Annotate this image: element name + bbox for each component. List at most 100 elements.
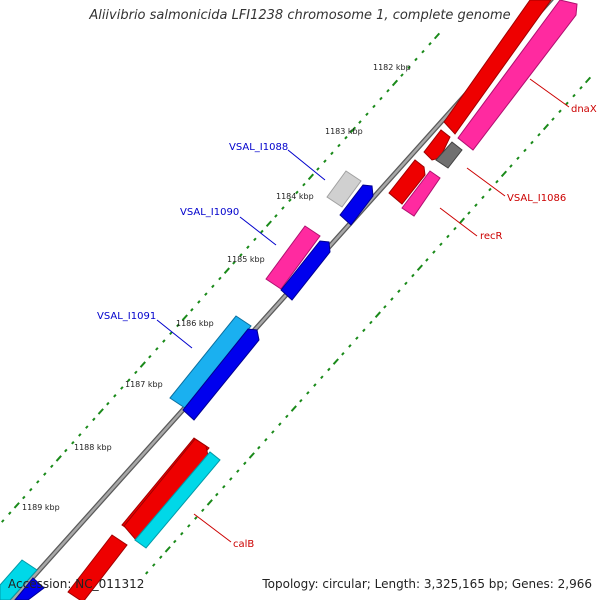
tick-mark <box>271 430 275 434</box>
tick-mark <box>85 425 89 429</box>
kbp-label: 1188 kbp <box>74 443 112 452</box>
tick-mark <box>29 487 33 492</box>
tick-mark <box>488 187 492 192</box>
tick-mark <box>281 206 285 210</box>
tick-marks <box>1 32 592 575</box>
tick-mark <box>180 531 184 536</box>
tick-mark <box>299 398 303 403</box>
tick-mark <box>164 546 171 553</box>
tick-mark <box>36 480 40 484</box>
tick-mark <box>433 32 441 40</box>
tick-mark <box>330 151 334 156</box>
tick-mark <box>379 96 383 101</box>
tick-mark <box>257 445 261 450</box>
tick-mark <box>204 292 208 296</box>
gene-blue-arrow-3[interactable] <box>182 328 260 421</box>
tick-mark <box>332 358 339 365</box>
tick-mark <box>206 499 213 506</box>
tick-mark <box>190 308 194 312</box>
tick-mark <box>551 117 555 121</box>
gene-cyan-corner[interactable] <box>0 559 38 600</box>
tick-mark <box>248 452 255 459</box>
tick-mark <box>78 433 82 437</box>
map-title: Aliivibrio salmonicida LFI1238 chromosom… <box>89 8 511 23</box>
tick-mark <box>467 211 471 215</box>
tick-mark <box>295 190 299 195</box>
tick-mark <box>306 391 310 395</box>
tick-mark <box>152 563 156 567</box>
tick-mark <box>243 461 247 466</box>
gene-label-dnaX[interactable]: dnaX <box>571 104 597 115</box>
leader-calB <box>193 513 232 543</box>
gene-label-VSAL_I1091[interactable]: VSAL_I1091 <box>97 311 156 322</box>
tick-mark <box>64 448 68 453</box>
tick-mark <box>55 455 62 462</box>
gene-red-small[interactable] <box>423 129 451 161</box>
gene-VSAL_I1088-bar[interactable] <box>326 170 362 208</box>
tick-mark <box>425 258 429 262</box>
tick-mark <box>509 164 513 168</box>
gene-label-VSAL_I1086[interactable]: VSAL_I1086 <box>507 193 566 204</box>
tick-mark <box>369 320 373 325</box>
tick-mark <box>391 79 399 87</box>
tick-mark <box>169 331 173 336</box>
kbp-label: 1183 kbp <box>325 127 363 136</box>
gene-recR-pink[interactable] <box>401 170 441 217</box>
tick-mark <box>71 440 75 445</box>
gene-VSAL_I1086-gray[interactable] <box>435 141 463 169</box>
tick-mark <box>176 323 180 328</box>
tick-mark <box>411 273 415 278</box>
gene-label-recR[interactable]: recR <box>480 231 503 242</box>
gene-calB-red[interactable] <box>123 438 209 541</box>
tick-mark <box>187 524 191 528</box>
tick-mark <box>327 367 331 372</box>
tick-mark <box>341 352 345 356</box>
gene-dnaX-pink[interactable] <box>457 0 578 151</box>
tick-mark <box>523 148 527 153</box>
tick-mark <box>113 394 117 398</box>
gene-blue-arrow-2[interactable] <box>280 240 331 301</box>
tick-mark <box>197 300 201 304</box>
gene-red-mid[interactable] <box>388 159 426 205</box>
gene-label-VSAL_I1088[interactable]: VSAL_I1088 <box>229 142 288 153</box>
leader-VSAL_I1091 <box>156 319 193 349</box>
tick-mark <box>264 438 268 442</box>
tick-mark <box>260 229 264 234</box>
tick-mark <box>542 123 550 131</box>
kbp-label: 1186 kbp <box>176 319 214 328</box>
tick-mark <box>215 492 219 497</box>
tick-mark <box>92 417 96 422</box>
tick-mark <box>222 484 226 489</box>
tick-mark <box>397 289 401 293</box>
gene-VSAL_I1090-bar[interactable] <box>265 225 321 290</box>
tick-mark <box>421 49 425 54</box>
gene-label-calB[interactable]: calB <box>233 539 254 550</box>
tick-mark <box>159 555 163 559</box>
tick-mark <box>390 297 394 301</box>
leader-VSAL_I1088 <box>287 149 326 181</box>
gene-red-lower[interactable] <box>67 534 128 600</box>
tick-mark <box>181 314 188 321</box>
gene-label-VSAL_I1090[interactable]: VSAL_I1090 <box>180 207 239 218</box>
tick-mark <box>400 73 404 77</box>
tick-mark <box>572 93 576 98</box>
tick-mark <box>432 250 436 254</box>
leader-VSAL_I1090 <box>239 216 277 246</box>
tick-mark <box>386 88 390 93</box>
gene-VSAL_I1091-bar[interactable] <box>169 315 252 409</box>
tick-mark <box>274 214 278 218</box>
tick-mark <box>337 143 341 148</box>
gene-dnaX-red[interactable] <box>443 0 552 135</box>
gene-calB-cyan[interactable] <box>134 451 221 549</box>
tick-mark <box>139 361 146 368</box>
tick-mark <box>584 76 592 84</box>
kbp-labels: 1182 kbp 1183 kbp 1184 kbp 1185 kbp 1186… <box>22 63 411 512</box>
tick-mark <box>516 156 520 161</box>
gene-blue-arrow-4[interactable] <box>14 577 45 600</box>
tick-mark <box>253 237 257 242</box>
tick-mark <box>474 203 478 207</box>
tick-mark <box>428 42 432 46</box>
gene-blue-arrow-1[interactable] <box>339 184 374 226</box>
